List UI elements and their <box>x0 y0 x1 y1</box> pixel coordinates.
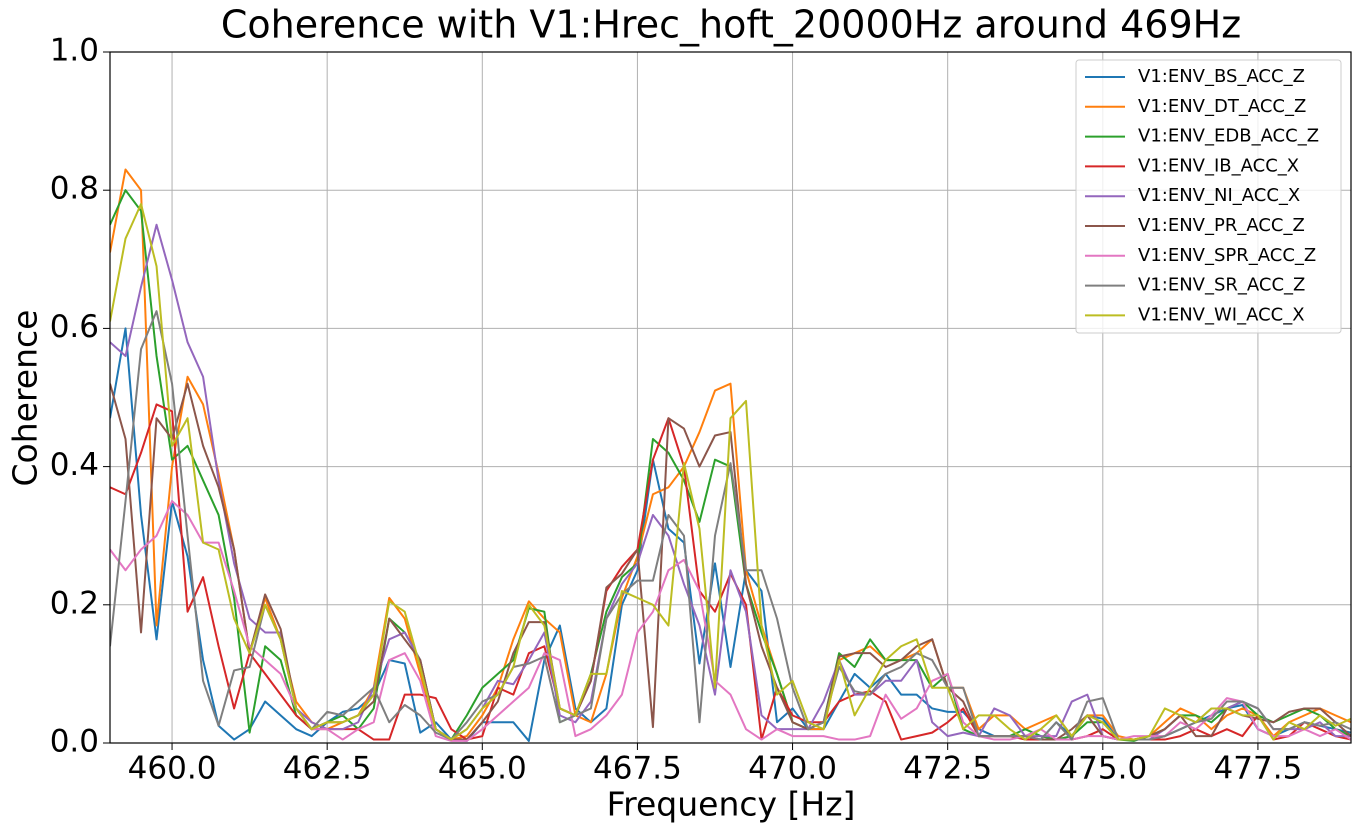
y-tick-label: 0.8 <box>50 171 99 207</box>
x-axis-label: Frequency [Hz] <box>607 785 856 824</box>
legend-label: V1:ENV_PR_ACC_Z <box>1138 215 1305 236</box>
x-tick-label: 475.0 <box>1058 751 1147 787</box>
series-line <box>110 382 1351 741</box>
x-tick-label: 465.0 <box>438 751 527 787</box>
y-tick-label: 0.6 <box>50 309 99 345</box>
legend-box <box>1075 59 1342 334</box>
series-line <box>110 310 1351 741</box>
series-line <box>110 203 1351 741</box>
chart-title: Coherence with V1:Hrec_hoft_20000Hz arou… <box>221 3 1241 47</box>
y-tick-label: 1.0 <box>50 33 99 69</box>
plot-frame <box>109 51 1352 744</box>
y-tick-label: 0.2 <box>50 585 99 621</box>
series-line <box>110 500 1351 742</box>
legend-label: V1:ENV_SPR_ACC_Z <box>1138 245 1316 266</box>
x-tick-label: 477.5 <box>1214 751 1303 787</box>
legend-label: V1:ENV_WI_ACC_X <box>1138 304 1305 325</box>
x-tick-label: 462.5 <box>283 751 372 787</box>
x-tick-label: 467.5 <box>593 751 682 787</box>
y-tick-label: 0.0 <box>50 724 99 760</box>
legend-label: V1:ENV_EDB_ACC_Z <box>1138 126 1319 147</box>
legend-label: V1:ENV_SR_ACC_Z <box>1138 275 1305 296</box>
y-tick-label: 0.4 <box>50 447 99 483</box>
legend-label: V1:ENV_DT_ACC_Z <box>1138 96 1306 117</box>
y-axis-label: Coherence <box>6 310 45 487</box>
legend-label: V1:ENV_NI_ACC_X <box>1138 185 1300 206</box>
legend-label: V1:ENV_IB_ACC_X <box>1138 155 1299 176</box>
legend-label: V1:ENV_BS_ACC_Z <box>1138 66 1305 87</box>
x-tick-label: 460.0 <box>128 751 217 787</box>
x-tick-label: 470.0 <box>748 751 837 787</box>
x-tick-label: 472.5 <box>903 751 992 787</box>
legend: V1:ENV_BS_ACC_Z V1:ENV_DT_ACC_Z V1:ENV_EDB… <box>1075 59 1342 334</box>
